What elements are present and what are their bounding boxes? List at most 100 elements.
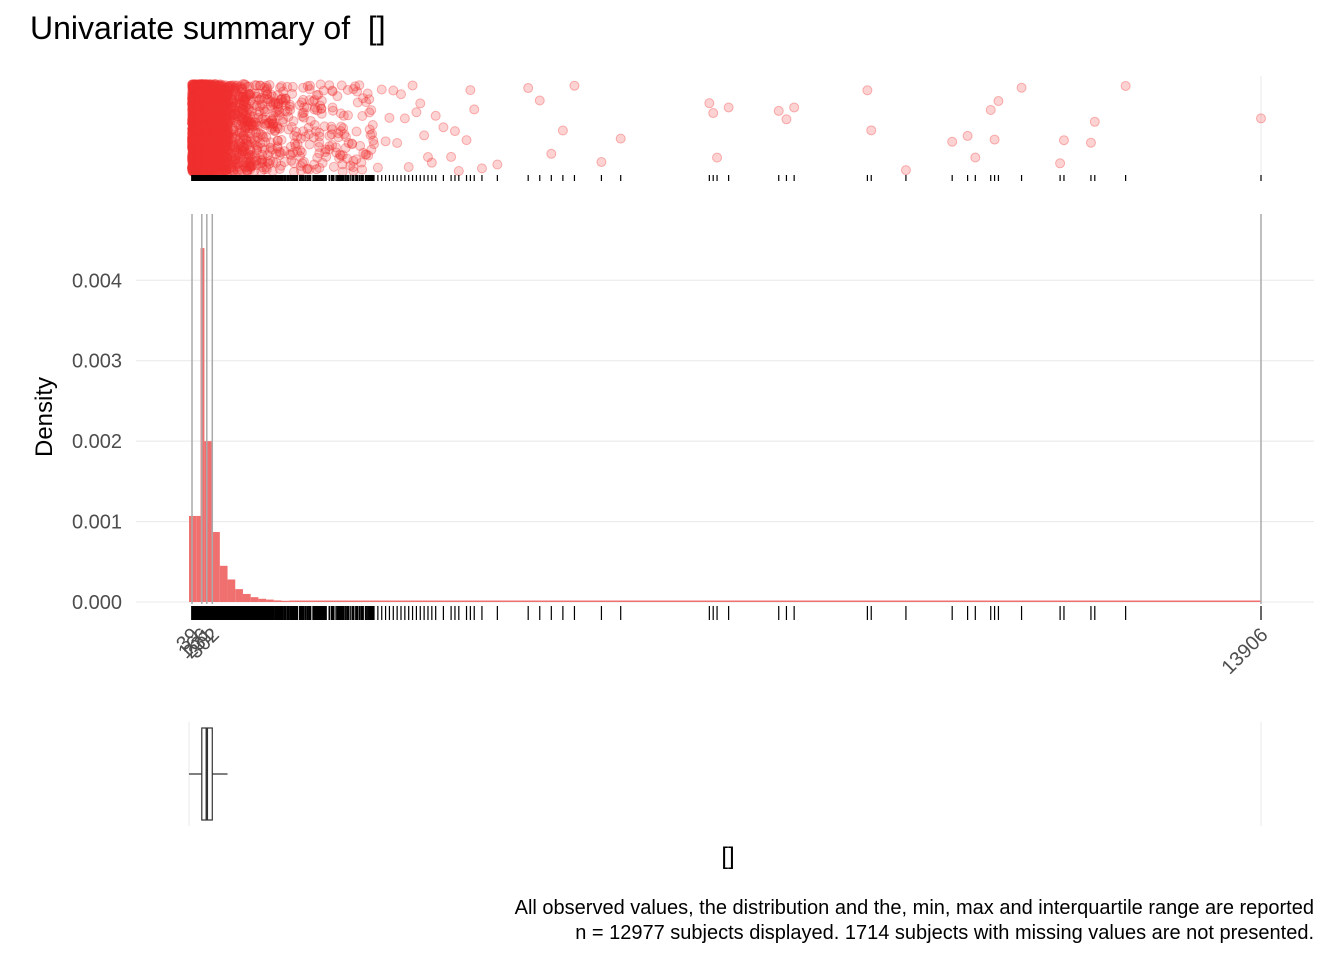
jitter-point — [461, 135, 472, 146]
jitter-point — [453, 166, 464, 177]
jitter-point — [190, 123, 201, 134]
jitter-point — [187, 151, 198, 162]
jitter-point — [191, 135, 202, 146]
jitter-point — [193, 107, 204, 118]
jitter-point — [192, 117, 203, 128]
jitter-point — [188, 118, 199, 129]
jitter-point — [192, 100, 203, 111]
jitter-point — [1058, 135, 1069, 146]
jitter-point — [251, 80, 262, 91]
jitter-point — [193, 156, 204, 167]
jitter-point — [372, 162, 383, 173]
jitter-point — [191, 133, 202, 144]
jitter-point — [209, 100, 220, 111]
jitter-point — [286, 121, 297, 132]
jitter-point — [192, 112, 203, 123]
jitter-point — [308, 132, 319, 143]
jitter-point — [189, 131, 200, 142]
jitter-point — [191, 105, 202, 116]
jitter-point — [232, 164, 243, 175]
jitter-point — [712, 152, 723, 163]
jitter-point — [190, 148, 201, 159]
jitter-point — [262, 83, 273, 94]
jitter-point — [238, 142, 249, 153]
jitter-point — [187, 94, 198, 105]
jitter-point — [343, 137, 354, 148]
jitter-point — [191, 140, 202, 151]
jitter-point — [596, 156, 607, 167]
jitter-point — [380, 136, 391, 147]
jitter-point — [191, 124, 202, 135]
jitter-point — [351, 154, 362, 165]
jitter-point — [187, 140, 198, 151]
jitter-point — [615, 133, 626, 144]
jitter-point — [191, 145, 202, 156]
jitter-point — [704, 98, 715, 109]
jitter-point — [191, 115, 202, 126]
jitter-point — [189, 153, 200, 164]
jitter-point — [438, 122, 449, 133]
jitter-point — [265, 100, 276, 111]
jitter-point — [189, 143, 200, 154]
jitter-point — [189, 115, 200, 126]
jitter-point — [1120, 80, 1131, 91]
jitter-point — [190, 130, 201, 141]
jitter-point — [362, 88, 373, 99]
jitter-point — [188, 82, 199, 93]
jitter-point — [246, 160, 257, 171]
jitter-point — [569, 80, 580, 91]
jitter-point — [192, 153, 203, 164]
jitter-point — [190, 161, 201, 172]
jitter-point — [210, 88, 221, 99]
jitter-point — [188, 152, 199, 163]
jitter-point — [190, 142, 201, 153]
jitter-point — [255, 138, 266, 149]
jitter-point — [189, 139, 200, 150]
jitter-point — [187, 79, 198, 90]
jitter-point — [189, 138, 200, 149]
jitter-point — [1256, 113, 1266, 124]
jitter-point — [190, 124, 201, 135]
jitter-point — [328, 161, 339, 172]
jitter-point — [189, 107, 200, 118]
jitter-point — [191, 86, 202, 97]
jitter-point — [403, 162, 414, 173]
jitter-point — [187, 117, 198, 128]
jitter-point — [189, 119, 200, 130]
jitter-point — [225, 141, 236, 152]
jitter-point — [302, 164, 313, 175]
jitter-point — [192, 147, 203, 158]
jitter-point — [327, 140, 338, 151]
jitter-point — [191, 84, 202, 95]
jitter-point — [191, 154, 202, 165]
jitter-point — [333, 128, 344, 139]
jitter-point — [492, 159, 503, 170]
jitter-point — [191, 99, 202, 110]
jitter-point — [191, 146, 202, 157]
jitter-point — [327, 105, 338, 116]
jitter-point — [191, 159, 202, 170]
jitter-point — [192, 110, 203, 121]
jitter-point — [187, 153, 198, 164]
jitter-point — [189, 129, 200, 140]
jitter-point — [192, 131, 203, 142]
jitter-point — [188, 100, 199, 111]
jitter-point — [411, 107, 422, 118]
jitter-point — [192, 127, 203, 138]
jitter-point — [192, 124, 203, 135]
jitter-point — [187, 114, 198, 125]
jitter-point — [789, 102, 800, 113]
jitter-point — [187, 93, 198, 104]
jitter-point — [280, 93, 291, 104]
jitter-point — [193, 155, 204, 166]
jitter-point — [190, 129, 201, 140]
jitter-point — [469, 104, 480, 115]
jitter-point — [190, 116, 201, 127]
jitter-point — [254, 94, 265, 105]
jitter-point — [193, 160, 204, 171]
jitter-point — [191, 156, 202, 167]
jitter-point — [190, 104, 201, 115]
jitter-point — [191, 117, 202, 128]
jitter-point — [270, 125, 281, 136]
jitter-point — [192, 113, 203, 124]
